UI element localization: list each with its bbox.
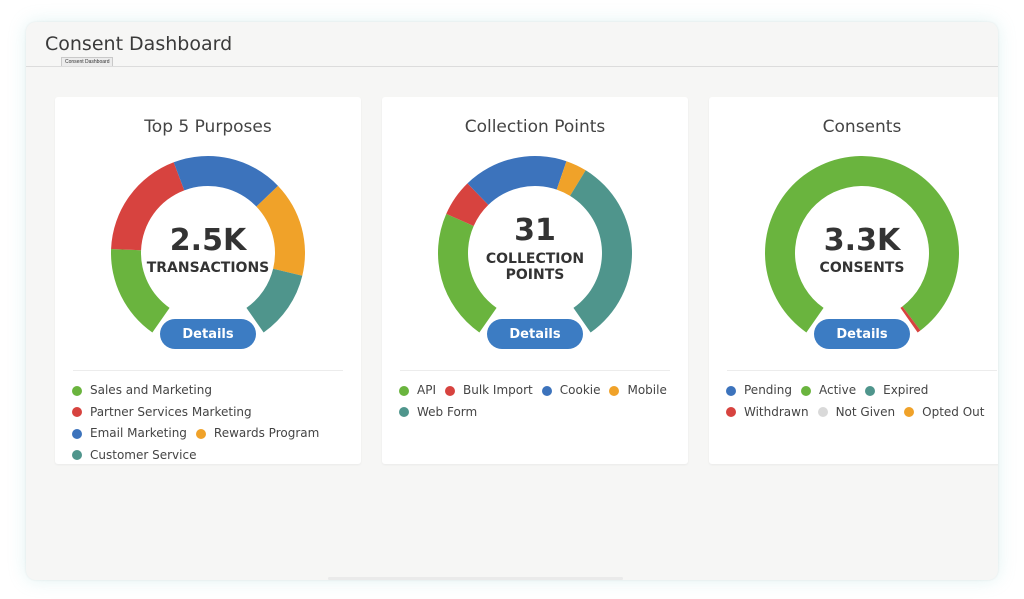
center-value: 2.5K: [169, 223, 247, 258]
legend-item-active[interactable]: Active: [800, 383, 857, 399]
gauge-segment-active[interactable]: [765, 156, 960, 333]
legend-label: Sales and Marketing: [90, 383, 212, 397]
legend-item-opted-out[interactable]: Opted Out: [904, 405, 984, 421]
card-consents: Consents 3.3K CONSENTS Details Pending Active…: [709, 97, 998, 464]
legend-label: API: [417, 383, 436, 397]
legend-dot-icon: [609, 385, 620, 396]
gauge-segment-cookie[interactable]: [467, 156, 567, 205]
card-purposes: Top 5 Purposes 2.5K TRANSACTIONS Details Sal…: [55, 97, 361, 464]
gauge-segment-customer-service[interactable]: [246, 268, 303, 333]
legend-divider: [73, 370, 343, 371]
dashboard-window: Consent Dashboard Consent Dashboard Top …: [26, 22, 998, 580]
legend-label: Rewards Program: [213, 426, 320, 440]
gauge-segment-rewards-program[interactable]: [256, 185, 305, 276]
legend-item-rewards-program[interactable]: Rewards Program: [195, 426, 320, 442]
legend-divider: [727, 370, 997, 371]
legend-dot-icon: [72, 450, 82, 461]
legend-label: Pending: [744, 383, 792, 397]
gauge-svg: [437, 156, 633, 333]
gauge-svg: [765, 156, 960, 333]
legend-dot-icon: [541, 385, 552, 396]
gauge-segment-email-marketing[interactable]: [173, 155, 279, 207]
legend-dot-icon: [195, 428, 206, 439]
legend-label: Expired: [883, 383, 929, 397]
footer-bar: [328, 577, 623, 580]
legend-dot-icon: [444, 385, 455, 396]
details-button[interactable]: Details: [487, 319, 583, 349]
legend-item-customer-service[interactable]: Customer Service: [72, 448, 196, 464]
gauge-segment-api[interactable]: [437, 213, 497, 333]
legend-dot-icon: [72, 428, 82, 439]
gauge-segment-bulk-import[interactable]: [446, 183, 489, 226]
gauge-chart: 2.5K TRANSACTIONS: [108, 153, 308, 353]
legend-dot-icon: [865, 385, 876, 396]
legend-dot-icon: [726, 385, 736, 396]
card-title: Consents: [822, 117, 902, 137]
legend: Sales and Marketing Partner Services Mark…: [72, 383, 353, 463]
gauge-segment-partner-services-marketing[interactable]: [111, 162, 185, 251]
center-value: 31: [514, 213, 556, 248]
gauge-chart: 31 COLLECTION POINTS: [435, 153, 635, 353]
legend-item-bulk-import[interactable]: Bulk Import: [444, 383, 533, 399]
legend-dot-icon: [72, 385, 82, 396]
legend-dot-icon: [399, 407, 409, 418]
legend: Pending Active Expired Withdrawn Not Given Op…: [726, 383, 998, 420]
legend: API Bulk Import Cookie Mobile Web Form: [399, 383, 680, 420]
page-title: Consent Dashboard: [45, 33, 233, 55]
center-label: TRANSACTIONS: [146, 260, 270, 276]
legend-label: Bulk Import: [462, 383, 533, 397]
center-label: COLLECTION: [485, 251, 585, 267]
gauge-segment-sales-and-marketing[interactable]: [110, 249, 170, 333]
legend-dot-icon: [72, 407, 82, 418]
gauge-segment-mobile[interactable]: [556, 161, 586, 196]
gauge-segment-withdrawn[interactable]: [900, 306, 921, 333]
header-divider: [26, 66, 998, 67]
legend-dot-icon: [399, 385, 409, 396]
details-button[interactable]: Details: [814, 319, 910, 349]
legend-label: Cookie: [559, 383, 601, 397]
legend-dot-icon: [904, 407, 915, 418]
legend-item-partner-services-marketing[interactable]: Partner Services Marketing: [72, 405, 252, 421]
center-label: POINTS: [505, 267, 565, 283]
center-label: CONSENTS: [819, 260, 905, 276]
legend-item-expired[interactable]: Expired: [865, 383, 928, 399]
center-value: 3.3K: [823, 223, 901, 258]
legend-label: Mobile: [627, 383, 667, 397]
gauge-svg: [110, 155, 305, 333]
legend-item-api[interactable]: API: [399, 383, 436, 399]
legend-item-pending[interactable]: Pending: [726, 383, 792, 399]
legend-item-email-marketing[interactable]: Email Marketing: [72, 426, 187, 442]
legend-divider: [400, 370, 670, 371]
gauge-chart: 3.3K CONSENTS: [762, 153, 962, 353]
legend-label: Active: [818, 383, 857, 397]
legend-dot-icon: [800, 385, 811, 396]
legend-item-not-given[interactable]: Not Given: [817, 404, 896, 421]
legend-label: Web Form: [417, 404, 478, 419]
legend-label: Not Given: [835, 404, 896, 419]
legend-item-mobile[interactable]: Mobile: [609, 383, 667, 399]
legend-dot-icon: [726, 407, 736, 418]
legend-label: Customer Service: [90, 447, 197, 462]
legend-item-withdrawn[interactable]: Withdrawn: [726, 405, 809, 421]
legend-item-sales-and-marketing[interactable]: Sales and Marketing: [72, 383, 212, 399]
card-title: Collection Points: [464, 117, 606, 137]
card-title: Top 5 Purposes: [144, 117, 272, 137]
legend-item-cookie[interactable]: Cookie: [541, 383, 601, 399]
details-button[interactable]: Details: [160, 319, 256, 349]
card-collection-points: Collection Points 31 COLLECTION POINTS Detai…: [382, 97, 688, 464]
legend-dot-icon: [817, 407, 828, 418]
legend-label: Withdrawn: [744, 404, 809, 419]
legend-label: Partner Services Marketing: [90, 404, 252, 419]
gauge-segment-web-form[interactable]: [570, 170, 633, 333]
legend-label: Email Marketing: [90, 426, 187, 440]
legend-item-web-form[interactable]: Web Form: [399, 405, 477, 421]
legend-label: Opted Out: [922, 404, 985, 419]
